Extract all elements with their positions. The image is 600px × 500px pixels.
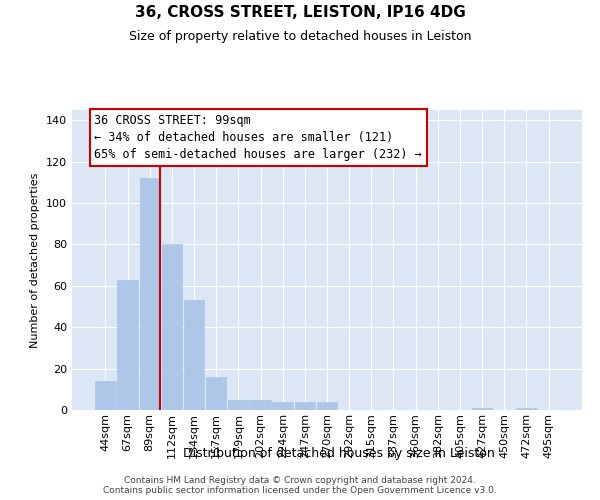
- Bar: [184, 300, 204, 410]
- Bar: [161, 244, 182, 410]
- Text: Size of property relative to detached houses in Leiston: Size of property relative to detached ho…: [129, 30, 471, 43]
- Text: 36, CROSS STREET, LEISTON, IP16 4DG: 36, CROSS STREET, LEISTON, IP16 4DG: [134, 5, 466, 20]
- Bar: [228, 400, 248, 410]
- Y-axis label: Number of detached properties: Number of detached properties: [31, 172, 40, 348]
- Bar: [516, 408, 536, 410]
- Bar: [295, 402, 315, 410]
- Bar: [317, 402, 337, 410]
- Bar: [272, 402, 293, 410]
- Bar: [472, 408, 493, 410]
- Bar: [140, 178, 160, 410]
- Bar: [250, 400, 271, 410]
- Text: Distribution of detached houses by size in Leiston: Distribution of detached houses by size …: [183, 448, 495, 460]
- Bar: [95, 381, 116, 410]
- Text: Contains HM Land Registry data © Crown copyright and database right 2024.: Contains HM Land Registry data © Crown c…: [124, 476, 476, 485]
- Text: 36 CROSS STREET: 99sqm
← 34% of detached houses are smaller (121)
65% of semi-de: 36 CROSS STREET: 99sqm ← 34% of detached…: [94, 114, 422, 161]
- Bar: [118, 280, 138, 410]
- Text: Contains public sector information licensed under the Open Government Licence v3: Contains public sector information licen…: [103, 486, 497, 495]
- Bar: [206, 377, 226, 410]
